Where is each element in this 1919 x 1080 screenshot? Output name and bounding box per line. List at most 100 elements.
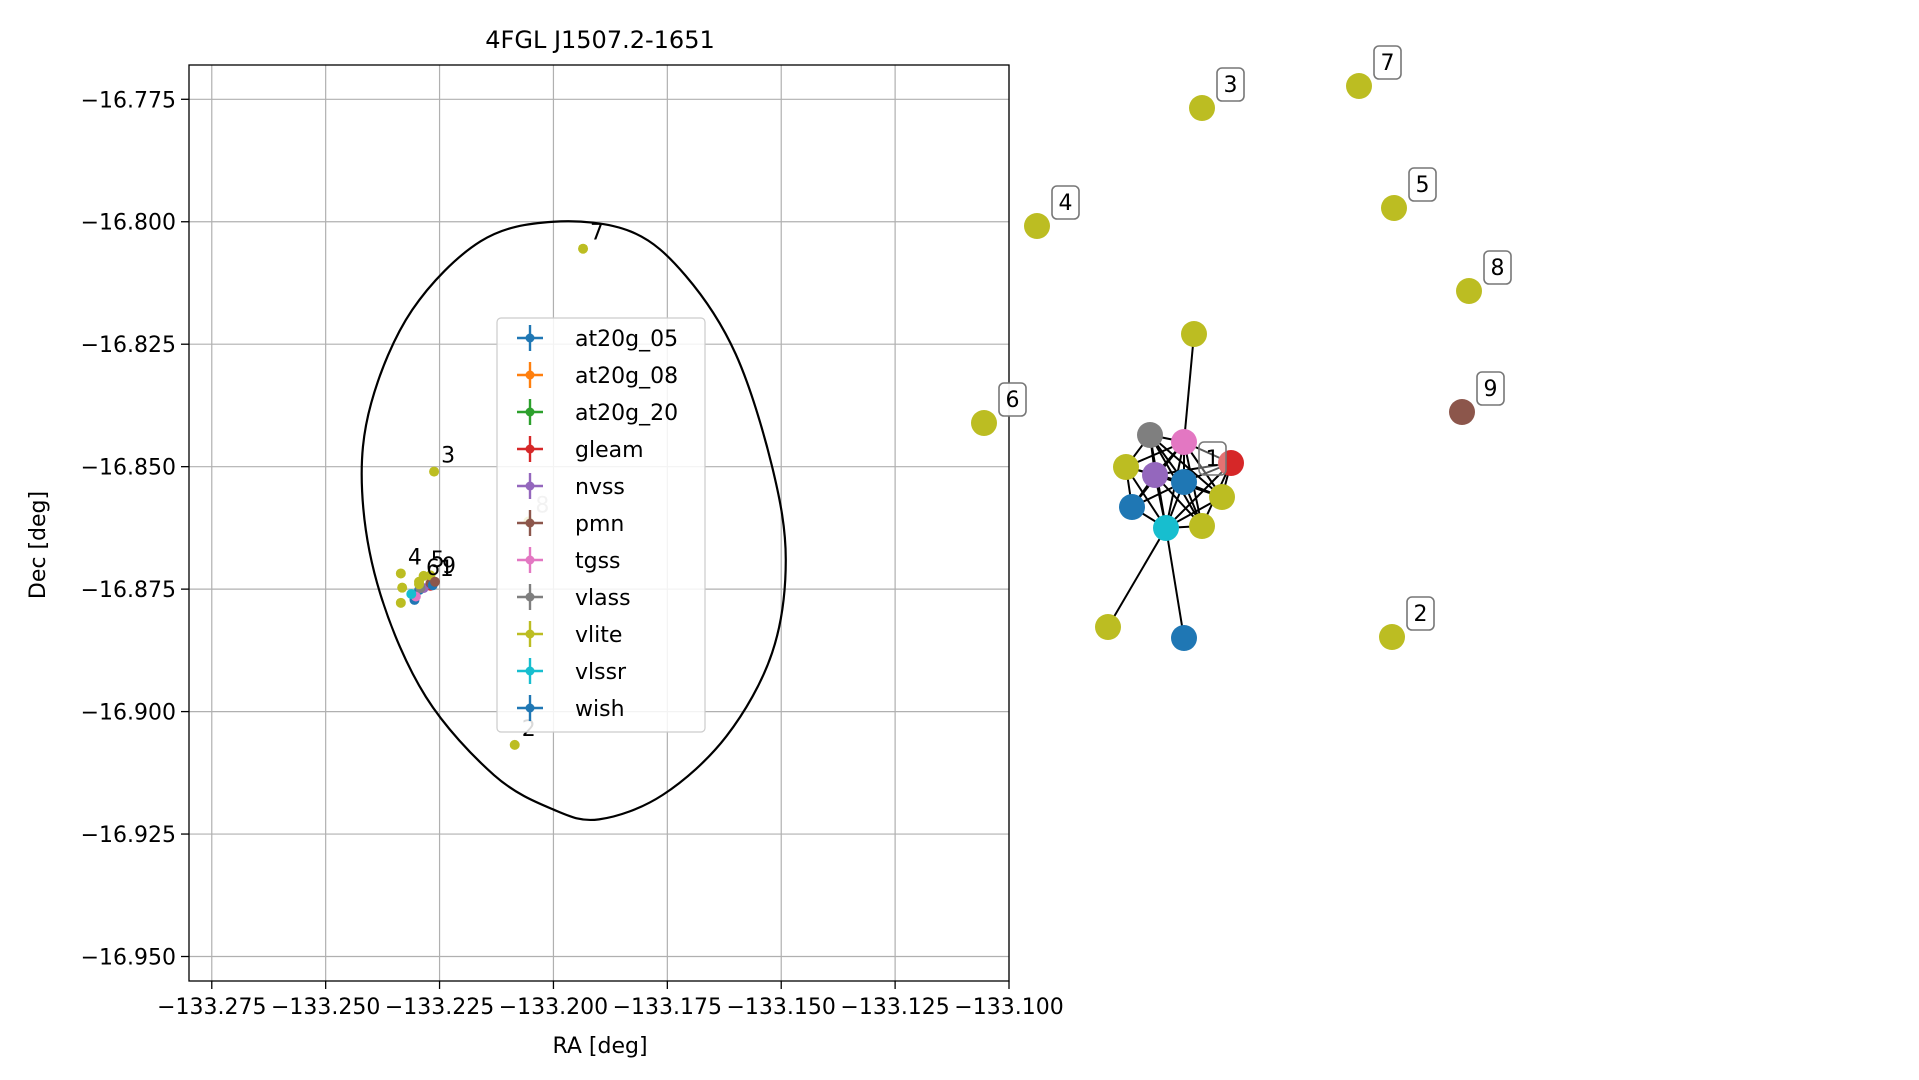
legend-item: at20g_08 <box>517 362 678 389</box>
network-edges <box>1107 333 1232 639</box>
legend-item: tgss <box>517 547 621 574</box>
legend-marker-dot <box>525 444 535 454</box>
y-axis-label: Dec [deg] <box>26 491 51 599</box>
network-edge <box>1107 527 1167 628</box>
legend-item: at20g_20 <box>517 399 678 426</box>
network-node <box>1113 454 1139 480</box>
legend-item: gleam <box>517 436 644 463</box>
legend-item: at20g_05 <box>517 325 678 352</box>
legend-label: at20g_20 <box>575 401 678 426</box>
x-tick-label: −133.275 <box>157 995 266 1020</box>
chart-title: 4FGL J1507.2-1651 <box>485 26 714 54</box>
legend-marker-dot <box>525 370 535 380</box>
network-node-label: 5 <box>1408 167 1437 202</box>
network-edge <box>1165 462 1232 529</box>
network-node <box>1218 450 1244 476</box>
y-tick-label: −16.775 <box>81 88 176 113</box>
point-label: 5 <box>431 548 445 573</box>
y-tick-label: −16.900 <box>81 701 176 726</box>
legend-item: pmn <box>517 510 624 537</box>
node-label-text: 7 <box>1381 51 1395 76</box>
point-label: 1 <box>440 557 454 582</box>
network-node <box>971 410 997 436</box>
legend-marker-dot <box>525 555 535 565</box>
legend-item: vlssr <box>517 658 627 685</box>
legend-label: tgss <box>575 549 621 574</box>
legend-marker-dot <box>525 666 535 676</box>
data-point <box>395 597 406 608</box>
x-tick-label: −133.150 <box>727 995 836 1020</box>
error-ellipse <box>360 220 787 822</box>
legend-marker-dot <box>525 592 535 602</box>
point-label: 4 <box>408 545 422 570</box>
network-node-label: 6 <box>998 382 1027 417</box>
node-label-text: 3 <box>1224 73 1238 98</box>
legend-marker-dot <box>525 518 535 528</box>
node-label-box <box>998 382 1027 417</box>
network-node <box>1449 399 1475 425</box>
legend-item: wish <box>517 695 625 722</box>
legend-box <box>496 317 706 733</box>
network-nodes <box>971 73 1482 651</box>
y-tick-label: −16.850 <box>81 456 176 481</box>
y-tick-label: −16.875 <box>81 578 176 603</box>
network-node-labels: 1 2 3 4 5 6 7 8 9 <box>998 45 1512 631</box>
legend-label: vlssr <box>575 660 627 685</box>
point-label: 3 <box>441 444 455 469</box>
legend-label: vlite <box>575 623 622 648</box>
network-node-label: 9 <box>1476 371 1505 406</box>
network-node <box>1171 429 1197 455</box>
axes-frame <box>188 64 1010 982</box>
node-label-box <box>1216 67 1245 102</box>
network-node-label: 4 <box>1051 185 1080 220</box>
network-node <box>1209 484 1235 510</box>
legend-label: pmn <box>575 512 624 537</box>
node-label-text: 9 <box>1484 377 1498 402</box>
y-tick-label: −16.800 <box>81 211 176 236</box>
legend-marker-dot <box>525 333 535 343</box>
network-node <box>1171 625 1197 651</box>
y-tick-label: −16.825 <box>81 333 176 358</box>
legend-label: nvss <box>575 475 625 500</box>
network-edge <box>1183 333 1195 443</box>
data-point <box>414 579 425 590</box>
x-tick-label: −133.225 <box>385 995 494 1020</box>
point-labels: 456193872 <box>408 221 604 742</box>
point-label: 7 <box>590 221 604 246</box>
x-tick-label: −133.100 <box>954 995 1063 1020</box>
node-label-box <box>1476 371 1505 406</box>
x-tick-label: −133.125 <box>840 995 949 1020</box>
legend-item: vlass <box>517 584 631 611</box>
network-panel: 1 2 3 4 5 6 7 8 9 <box>971 45 1512 651</box>
network-node <box>1189 513 1215 539</box>
data-point <box>429 466 440 477</box>
network-node-label: 1 <box>1198 441 1227 476</box>
node-label-text: 2 <box>1414 602 1428 627</box>
network-node <box>1346 73 1372 99</box>
y-tick-label: −16.925 <box>81 823 176 848</box>
node-label-box <box>1198 441 1227 476</box>
node-label-box <box>1408 167 1437 202</box>
network-node-label: 7 <box>1373 45 1402 80</box>
network-node <box>1381 195 1407 221</box>
network-node <box>1456 278 1482 304</box>
legend-marker-dot <box>525 481 535 491</box>
data-points <box>395 243 589 750</box>
node-label-text: 8 <box>1491 256 1505 281</box>
point-label: 6 <box>426 556 440 581</box>
network-node <box>1153 515 1179 541</box>
network-node <box>1171 469 1197 495</box>
scatter-panel: 456193872 −133.275−133.250−133.225−133.2… <box>26 26 1064 1059</box>
network-node <box>1119 494 1145 520</box>
network-node <box>1095 614 1121 640</box>
legend-label: at20g_05 <box>575 327 678 352</box>
y-axis-ticks: −16.775 −16.800 −16.825 −16.850 −16.875 −16.9… <box>81 88 189 971</box>
legend-marker-dot <box>525 629 535 639</box>
x-tick-label: −133.175 <box>613 995 722 1020</box>
node-label-text: 6 <box>1006 388 1020 413</box>
point-label: 9 <box>442 554 456 579</box>
x-axis-ticks: −133.275 −133.250 −133.225 −133.200 −133.175… <box>157 981 1064 1020</box>
